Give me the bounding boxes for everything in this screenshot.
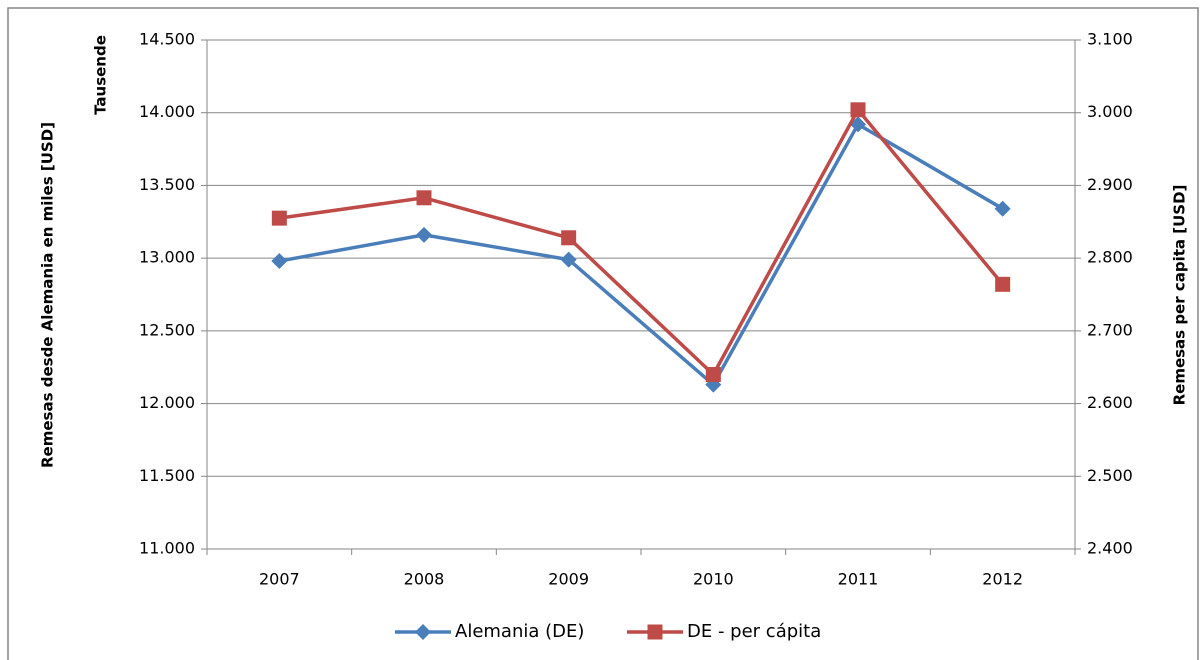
series-line bbox=[279, 122, 1004, 387]
data-point bbox=[561, 230, 577, 246]
data-point bbox=[416, 190, 432, 206]
y-tick-label: 11.500 bbox=[139, 466, 195, 485]
y2-axis-title: Remesas per capita [USD] bbox=[1171, 185, 1189, 406]
x-tick-label: 2008 bbox=[404, 570, 445, 589]
y2-tick-label: 2.900 bbox=[1087, 175, 1133, 194]
x-tick-label: 2012 bbox=[982, 570, 1023, 589]
y-display-unit: Tausende bbox=[92, 35, 110, 115]
data-point bbox=[705, 366, 721, 382]
y-tick-label: 13.000 bbox=[139, 248, 195, 267]
x-tick-label: 2007 bbox=[259, 570, 300, 589]
y-tick-label: 13.500 bbox=[139, 175, 195, 194]
legend-label: DE - per cápita bbox=[687, 621, 821, 642]
y2-tick-label: 2.800 bbox=[1087, 248, 1133, 267]
data-point bbox=[994, 200, 1011, 217]
y2-tick-label: 2.700 bbox=[1087, 320, 1133, 339]
chart-frame bbox=[7, 7, 1199, 660]
legend-marker bbox=[647, 624, 663, 640]
data-point bbox=[416, 226, 432, 243]
data-point bbox=[995, 276, 1011, 292]
y2-tick-label: 2.400 bbox=[1087, 539, 1133, 558]
legend-marker bbox=[415, 624, 431, 640]
data-point bbox=[850, 102, 866, 118]
y2-tick-label: 3.100 bbox=[1087, 30, 1133, 49]
y2-tick-label: 3.000 bbox=[1087, 102, 1133, 121]
x-tick-label: 2011 bbox=[838, 570, 879, 589]
y-tick-label: 14.000 bbox=[139, 102, 195, 121]
series-line bbox=[279, 108, 1005, 377]
data-point bbox=[271, 253, 288, 270]
y2-tick-label: 2.600 bbox=[1087, 393, 1133, 412]
y-tick-label: 12.000 bbox=[139, 393, 195, 412]
x-tick-label: 2009 bbox=[548, 570, 589, 589]
y2-tick-label: 2.500 bbox=[1087, 466, 1133, 485]
y-axis-title: Remesas desde Alemania en miles [USD] bbox=[39, 122, 57, 468]
y-tick-label: 12.500 bbox=[139, 320, 195, 339]
y-tick-label: 14.500 bbox=[139, 30, 195, 49]
x-tick-label: 2010 bbox=[693, 570, 734, 589]
y-tick-label: 11.000 bbox=[139, 539, 195, 558]
data-point bbox=[560, 251, 577, 268]
data-point bbox=[271, 210, 287, 226]
legend-label: Alemania (DE) bbox=[455, 621, 584, 642]
